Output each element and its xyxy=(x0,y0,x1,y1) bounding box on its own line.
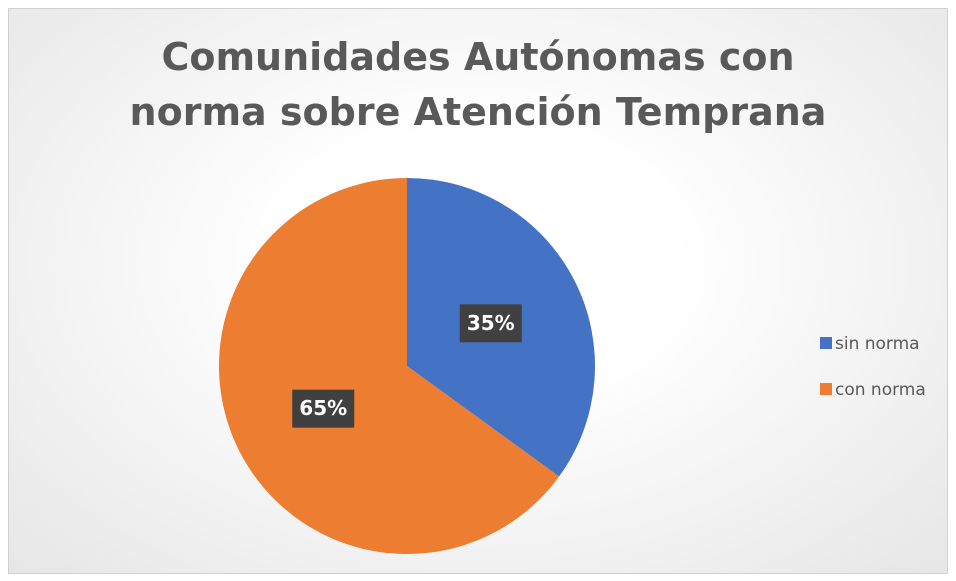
legend-swatch xyxy=(820,383,832,395)
data-label-box xyxy=(292,389,355,428)
pie-slice xyxy=(218,178,560,555)
legend-label: sin norma xyxy=(835,334,920,354)
chart-title: Comunidades Autónomas con norma sobre At… xyxy=(129,35,827,134)
legend-label: con norma xyxy=(835,380,926,400)
legend-swatch xyxy=(820,337,832,349)
data-label: 65% xyxy=(299,396,347,420)
data-label-box xyxy=(459,304,522,343)
data-label: 35% xyxy=(467,311,515,335)
